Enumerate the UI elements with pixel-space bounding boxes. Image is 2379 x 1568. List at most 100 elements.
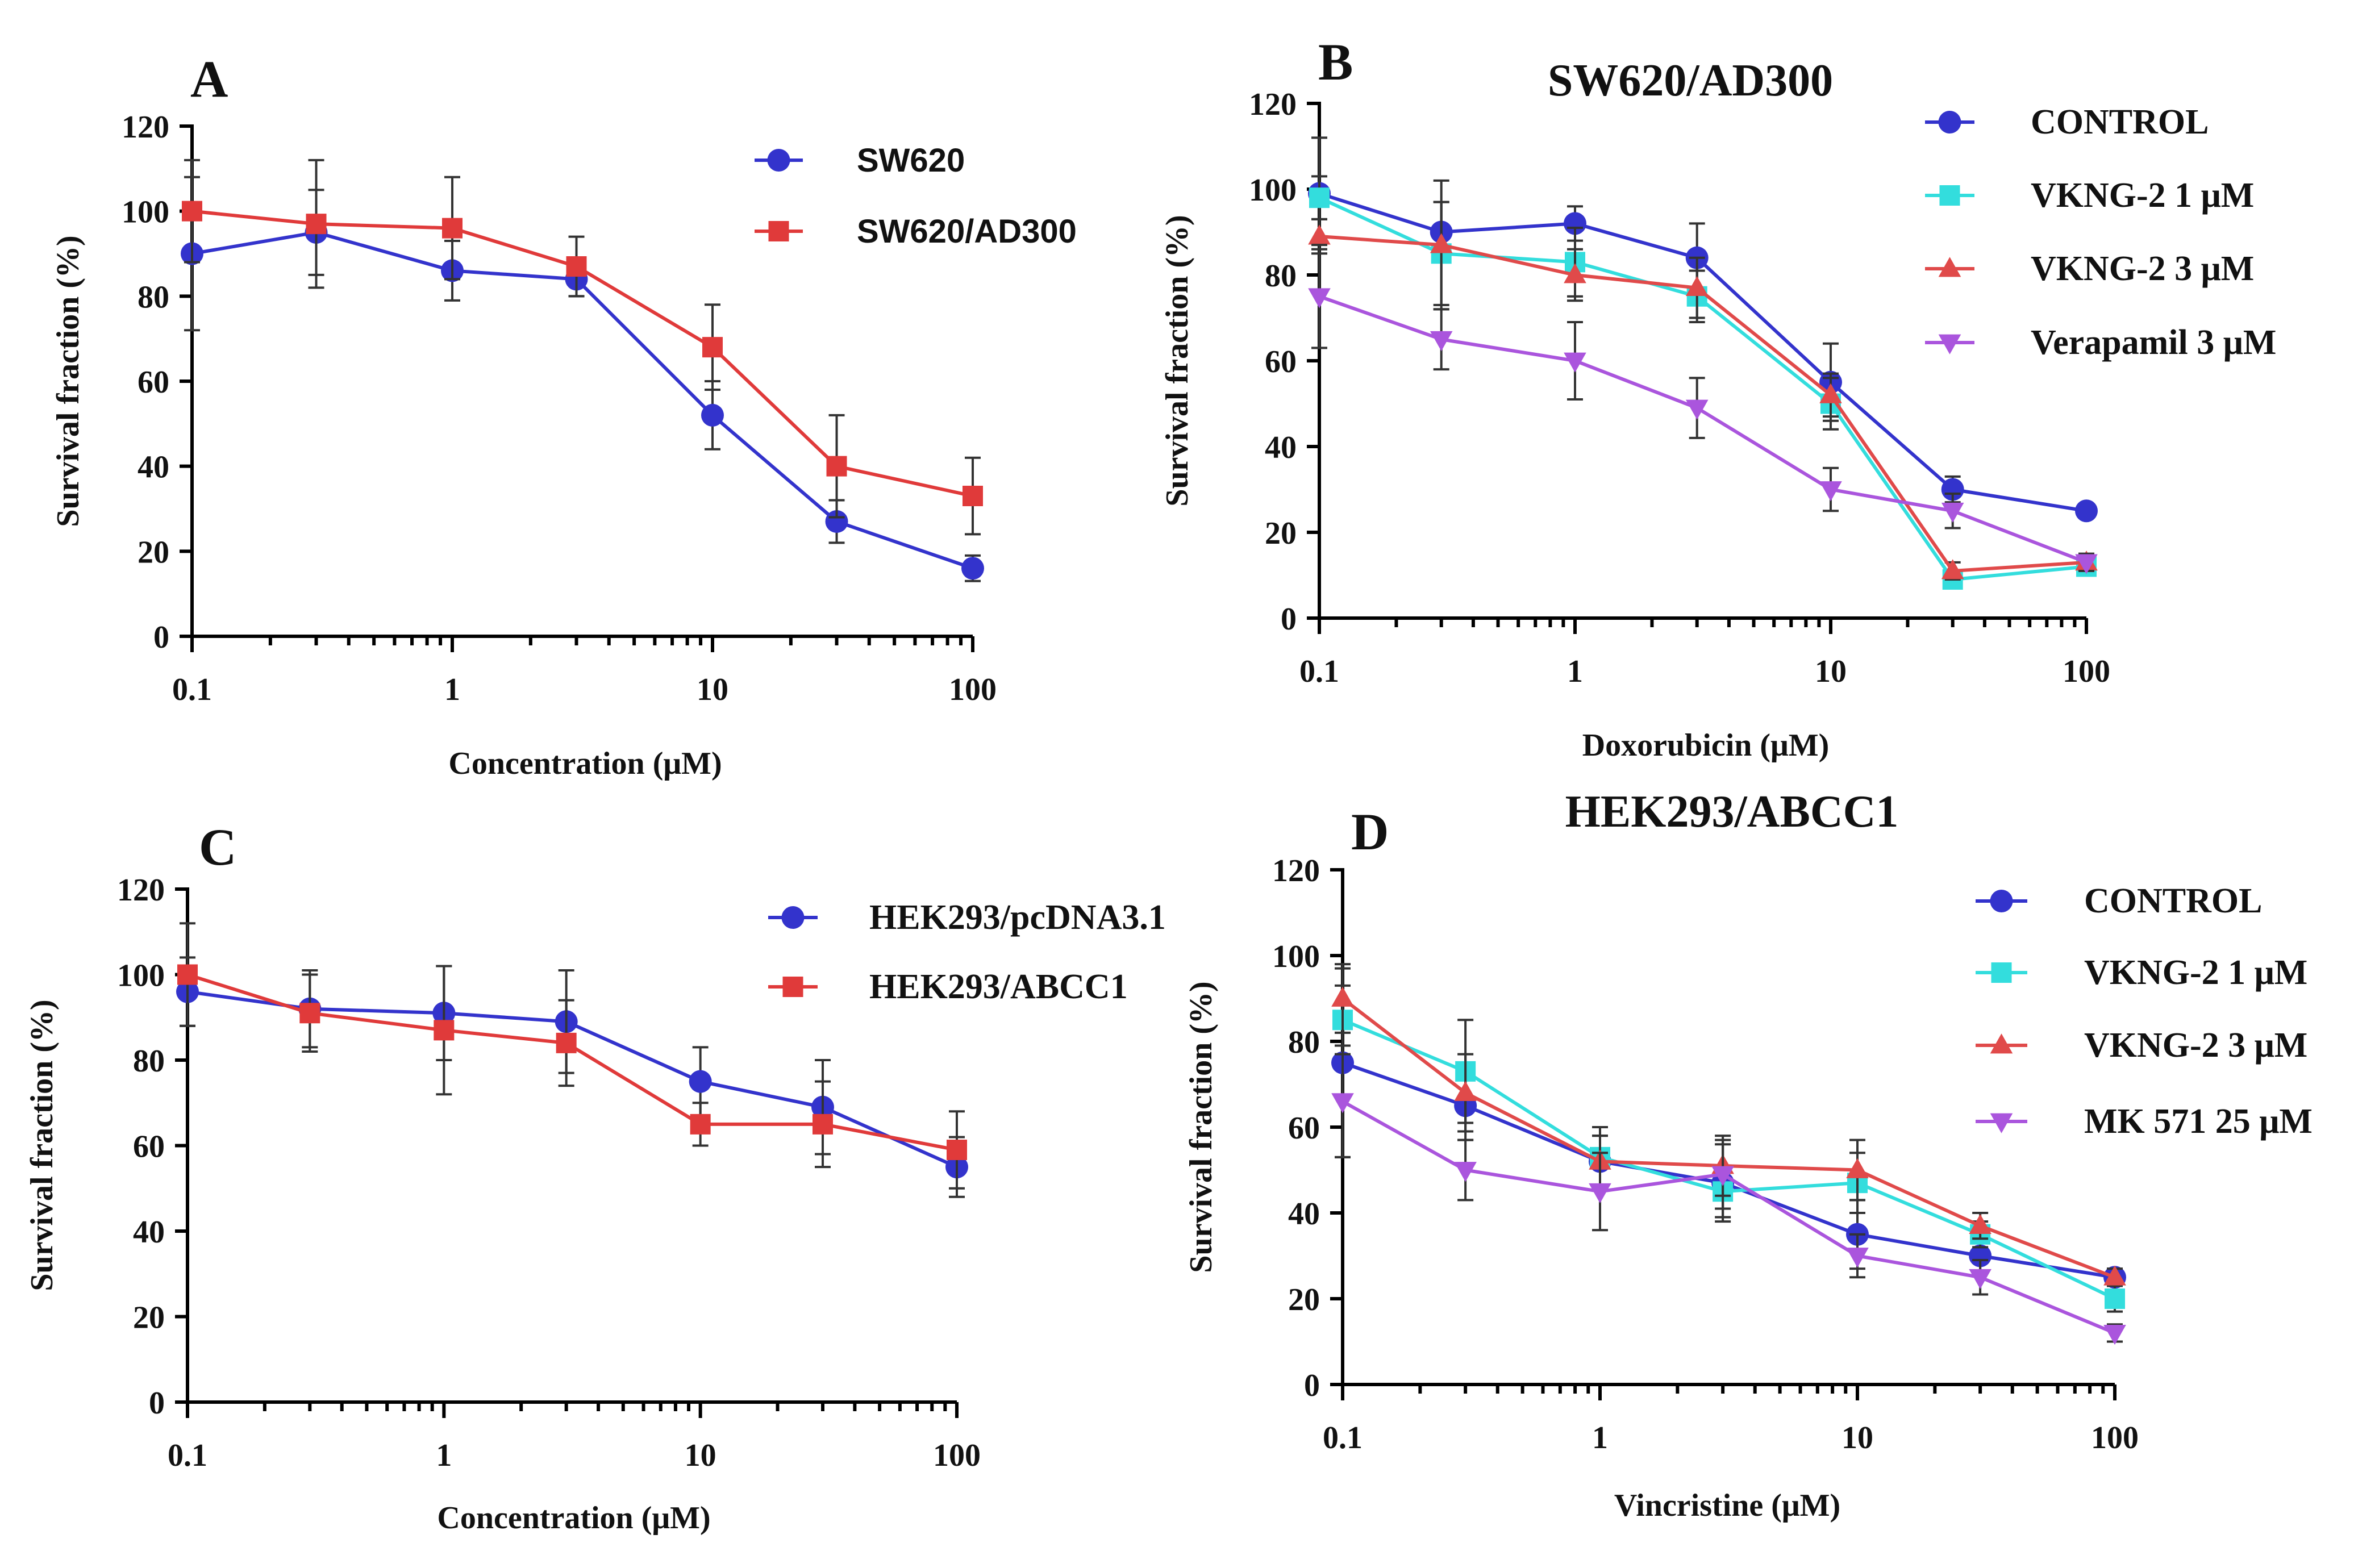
data-point (556, 1032, 577, 1053)
x-axis-title: Doxorubicin (μM) (1582, 728, 1830, 763)
data-point (947, 1140, 967, 1161)
y-tick-label: 60 (133, 1129, 165, 1165)
legend-label: MK 571 25 μM (2084, 1102, 2313, 1141)
data-point (825, 510, 848, 533)
data-point (2075, 499, 2098, 523)
data-point (2105, 1288, 2125, 1309)
x-tick-label: 0.1 (1323, 1420, 1363, 1456)
panel-a: 0 20 40 60 80 100 120 0.1 1 10 100 Concentration (μ… (51, 50, 1077, 781)
legend-item: HEK293/pcDNA3.1 (768, 898, 1166, 937)
data-point (1589, 1183, 1611, 1203)
y-tick-label: 120 (1272, 853, 1320, 889)
legend-marker (1938, 334, 1961, 355)
y-tick-label: 80 (1265, 258, 1297, 294)
legend-label: VKNG-2 1 μM (2031, 176, 2254, 215)
data-point (1454, 1081, 1477, 1101)
series-vkng-2-1-m (1332, 984, 2125, 1313)
legend-label: VKNG-2 3 μM (2084, 1026, 2307, 1065)
x-tick-label: 10 (1841, 1420, 1873, 1456)
data-point (702, 337, 723, 358)
data-point (826, 456, 847, 477)
legend-label: VKNG-2 3 μM (2031, 249, 2254, 288)
y-axis-title: Survival fraction (%) (1160, 215, 1195, 506)
data-point (1941, 502, 1964, 523)
legend-item: VKNG-2 1 μM (1925, 176, 2254, 215)
data-point (1331, 1093, 1354, 1114)
data-point (1969, 1213, 1991, 1235)
y-axis-title: Survival fraction (%) (51, 235, 86, 527)
y-tick-label: 80 (138, 280, 169, 315)
y-tick-label: 100 (1249, 173, 1297, 208)
data-point (1430, 233, 1453, 253)
data-point (813, 1114, 834, 1135)
legend-label: CONTROL (2031, 103, 2209, 141)
data-point (961, 557, 984, 580)
y-tick-label: 20 (138, 535, 169, 570)
legend-item: CONTROL (1976, 882, 2262, 920)
data-point (1819, 383, 1842, 403)
panel-b: 0 20 40 60 80 100 120 0.1 1 10 100 Doxorubicin (μM)… (1160, 33, 2276, 763)
data-point (963, 486, 983, 507)
data-point (1564, 263, 1586, 283)
panel-letter: C (199, 818, 236, 876)
panel-d: 0 20 40 60 80 100 120 0.1 1 10 100 Vincristine (μM)… (1184, 787, 2313, 1523)
series-line (191, 209, 973, 498)
y-tick-label: 120 (1249, 87, 1297, 122)
data-point (2103, 1265, 2126, 1286)
legend-marker (1939, 185, 1960, 206)
data-point (690, 1114, 711, 1135)
panel-letter: B (1318, 33, 1353, 91)
data-point (1564, 212, 1586, 235)
legend-label: SW620/AD300 (857, 213, 1077, 250)
y-tick-label: 0 (149, 1386, 165, 1421)
x-tick-label: 100 (2091, 1420, 2139, 1456)
data-point (2103, 1325, 2126, 1345)
legend-label: HEK293/ABCC1 (869, 968, 1128, 1006)
panel-c: 0 20 40 60 80 100 120 0.1 1 10 100 Concentration (μ… (24, 818, 1166, 1536)
legend-item: CONTROL (1925, 103, 2209, 141)
data-point (689, 1070, 712, 1093)
data-point (1941, 478, 1964, 501)
legend-item: SW620 (755, 142, 965, 179)
data-point (2075, 554, 2098, 574)
data-point (442, 218, 463, 239)
x-tick-label: 0.1 (168, 1438, 207, 1473)
panel-title: SW620/AD300 (1548, 56, 1833, 106)
y-tick-label: 100 (122, 195, 169, 230)
y-tick-label: 20 (133, 1300, 165, 1336)
y-tick-label: 80 (133, 1044, 165, 1079)
y-tick-label: 0 (1304, 1368, 1320, 1403)
y-tick-label: 40 (1288, 1196, 1320, 1232)
x-tick-label: 100 (933, 1438, 981, 1473)
y-tick-label: 0 (153, 620, 169, 655)
y-tick-label: 120 (122, 110, 169, 145)
series-line (1319, 191, 2087, 513)
data-point (1941, 559, 1964, 579)
legend-label: VKNG-2 1 μM (2084, 953, 2307, 992)
legend-item: Verapamil 3 μM (1925, 323, 2276, 362)
y-tick-label: 60 (1265, 344, 1297, 380)
legend-label: CONTROL (2084, 882, 2262, 920)
data-point (177, 964, 198, 985)
legend-marker (781, 906, 805, 929)
y-tick-label: 20 (1288, 1282, 1320, 1317)
legend-item: SW620/AD300 (755, 213, 1077, 250)
data-point (1308, 224, 1331, 245)
y-axis-title: Survival fraction (%) (24, 999, 60, 1291)
legend-marker (1938, 257, 1961, 277)
x-tick-label: 0.1 (172, 672, 212, 707)
x-axis-title: Vincristine (μM) (1614, 1488, 1840, 1523)
series-control (1331, 967, 2126, 1289)
legend-label: Verapamil 3 μM (2031, 323, 2276, 362)
legend-marker (767, 149, 790, 172)
legend-label: HEK293/pcDNA3.1 (869, 898, 1166, 937)
x-tick-label: 1 (1592, 1420, 1608, 1456)
legend-item: VKNG-2 3 μM (1925, 249, 2254, 288)
data-point (1846, 1158, 1869, 1178)
y-tick-label: 20 (1265, 516, 1297, 551)
legend-marker (1990, 1033, 2013, 1054)
data-point (1454, 1162, 1477, 1182)
data-point (566, 256, 587, 277)
x-tick-label: 1 (436, 1438, 452, 1473)
